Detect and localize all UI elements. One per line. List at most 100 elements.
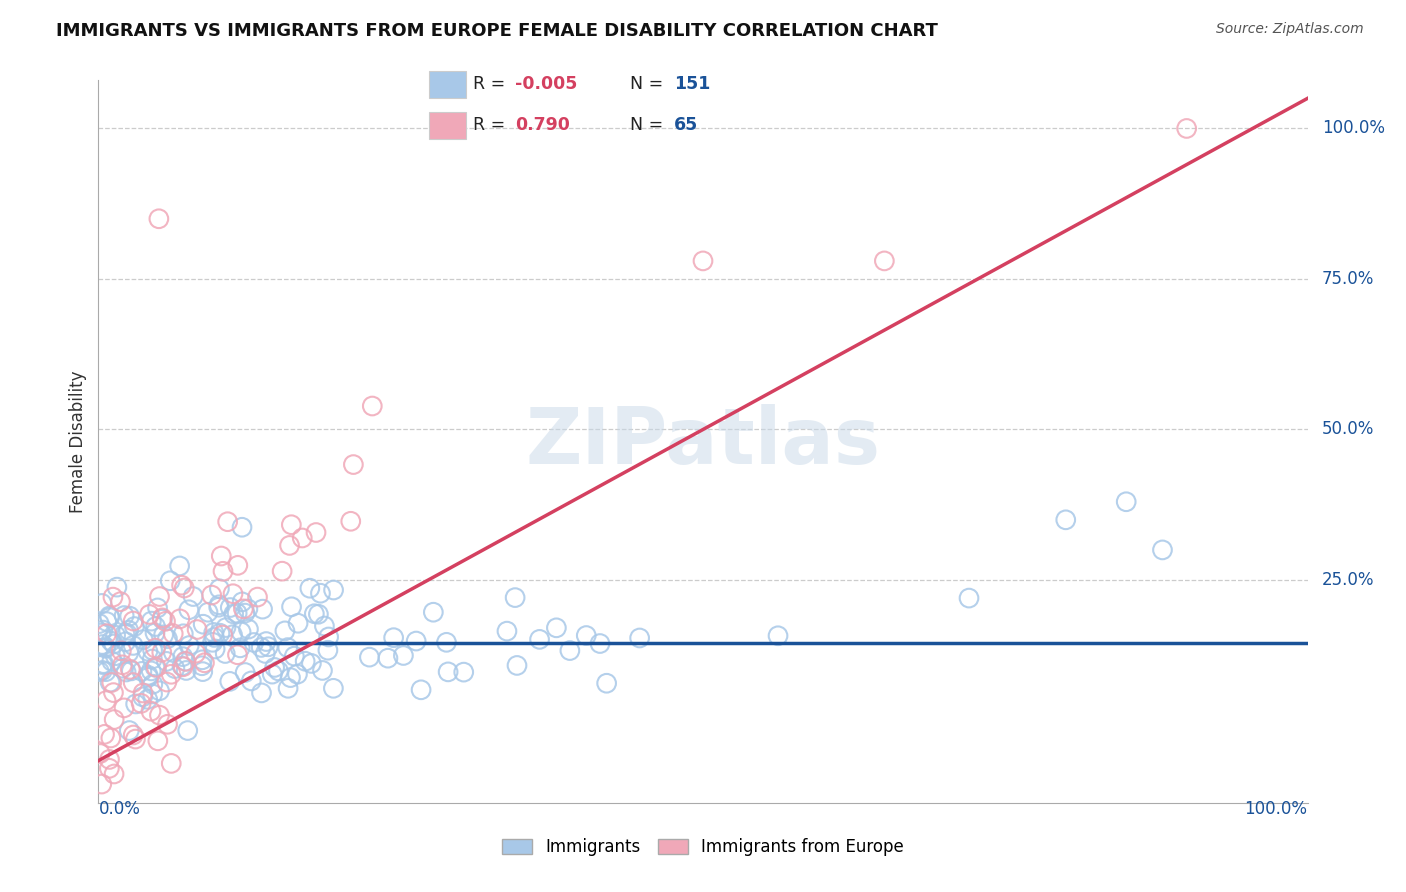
Point <box>120 664 142 678</box>
Point <box>202 631 225 645</box>
Point <box>100 675 122 690</box>
Point <box>132 632 155 647</box>
Text: R =: R = <box>472 76 510 94</box>
Point <box>193 617 215 632</box>
Point <box>233 606 256 620</box>
Point <box>238 622 260 636</box>
Point <box>267 664 290 678</box>
Legend: Immigrants, Immigrants from Europe: Immigrants, Immigrants from Europe <box>496 831 910 863</box>
Point <box>208 598 231 612</box>
Point <box>229 624 252 639</box>
Point <box>159 574 181 588</box>
Point <box>208 626 231 640</box>
Point <box>221 628 243 642</box>
Point <box>91 623 114 637</box>
Point <box>305 525 328 540</box>
Point <box>311 664 333 678</box>
Point <box>287 616 309 631</box>
Text: 75.0%: 75.0% <box>1322 270 1375 288</box>
Point <box>184 646 207 660</box>
Point <box>143 626 166 640</box>
Point <box>231 595 253 609</box>
Text: IMMIGRANTS VS IMMIGRANTS FROM EUROPE FEMALE DISABILITY CORRELATION CHART: IMMIGRANTS VS IMMIGRANTS FROM EUROPE FEM… <box>56 22 938 40</box>
Point <box>100 634 122 648</box>
Point <box>191 653 214 667</box>
Text: 25.0%: 25.0% <box>1322 571 1375 589</box>
Point <box>155 615 177 629</box>
Point <box>1175 121 1198 136</box>
Point <box>146 601 169 615</box>
Point <box>197 605 219 619</box>
Point <box>98 609 121 624</box>
Point <box>422 605 444 619</box>
Point <box>529 632 551 647</box>
Point <box>93 727 115 741</box>
Point <box>278 538 301 552</box>
Point <box>90 596 112 610</box>
Point <box>155 654 177 668</box>
Point <box>212 564 235 578</box>
Point <box>208 582 231 596</box>
Point <box>222 607 245 621</box>
Point <box>1152 542 1174 557</box>
Point <box>162 646 184 660</box>
Point <box>148 211 170 226</box>
Point <box>233 665 256 680</box>
Text: 0.790: 0.790 <box>515 116 569 134</box>
Point <box>101 654 124 668</box>
Point <box>103 713 125 727</box>
Point <box>409 682 432 697</box>
Point <box>322 681 344 696</box>
Point <box>595 676 617 690</box>
Point <box>232 602 254 616</box>
Point <box>503 591 526 605</box>
Point <box>170 578 193 592</box>
Point <box>277 681 299 696</box>
Point <box>202 625 225 640</box>
Y-axis label: Female Disability: Female Disability <box>69 370 87 513</box>
Point <box>214 647 236 661</box>
Point <box>208 600 231 615</box>
Point <box>436 635 458 649</box>
Point <box>172 659 194 673</box>
Point <box>193 656 215 670</box>
Point <box>150 611 173 625</box>
Point <box>142 677 165 691</box>
Point <box>100 731 122 745</box>
Point <box>316 643 339 657</box>
Point <box>142 687 165 701</box>
Point <box>94 693 117 707</box>
Point <box>957 591 980 606</box>
Point <box>148 708 170 723</box>
Point <box>589 636 612 650</box>
Point <box>322 582 344 597</box>
Point <box>114 627 136 641</box>
Point <box>226 607 249 621</box>
Point <box>103 637 125 651</box>
Point <box>141 614 163 628</box>
Point <box>136 668 159 682</box>
Point <box>236 602 259 616</box>
Point <box>114 634 136 648</box>
Point <box>231 520 253 534</box>
Point <box>96 615 118 629</box>
Point <box>243 635 266 649</box>
Point <box>124 697 146 711</box>
Point <box>156 675 179 690</box>
Point <box>191 658 214 673</box>
Text: 65: 65 <box>673 116 699 134</box>
Point <box>294 654 316 668</box>
Point <box>287 667 309 681</box>
Point <box>136 692 159 706</box>
Point <box>124 732 146 747</box>
Point <box>211 628 233 642</box>
Point <box>115 665 138 679</box>
Point <box>361 399 384 413</box>
Point <box>160 667 183 681</box>
Point <box>277 640 299 655</box>
Point <box>873 253 896 268</box>
Point <box>148 683 170 698</box>
Point <box>1115 494 1137 508</box>
Point <box>222 587 245 601</box>
Point <box>94 641 117 656</box>
